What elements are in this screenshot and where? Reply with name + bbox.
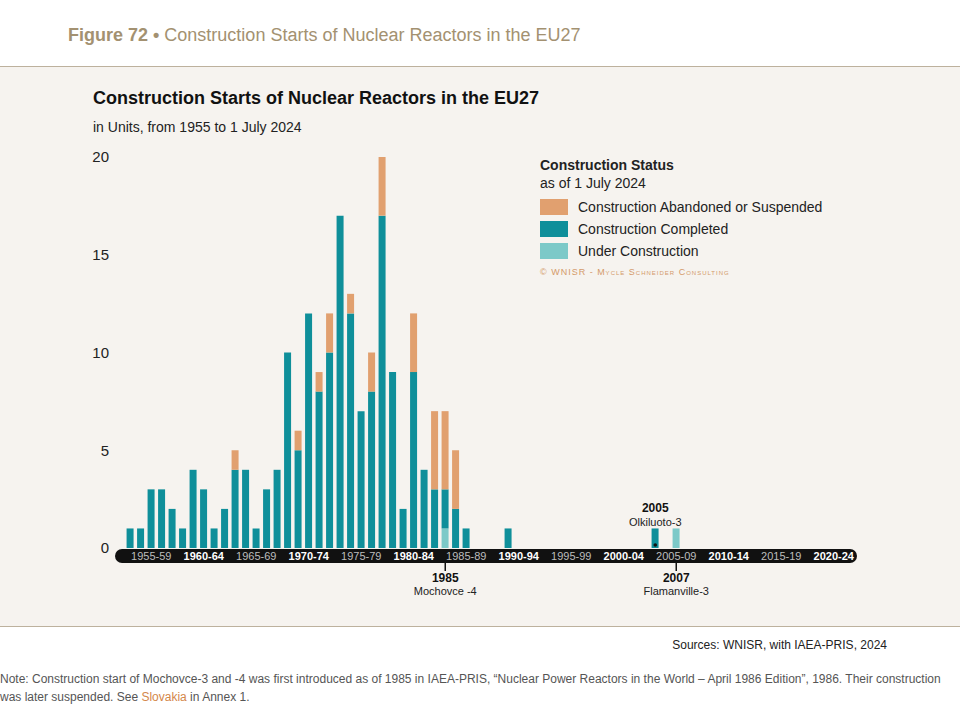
- svg-text:Olkiluoto-3: Olkiluoto-3: [629, 516, 682, 528]
- html-text:Construction Status: Construction Status: [540, 157, 674, 173]
- svg-text:2020-24: 2020-24: [814, 550, 855, 562]
- svg-text:1975-79: 1975-79: [341, 550, 381, 562]
- svg-text:10: 10: [92, 344, 109, 361]
- svg-text:Mochovce -4: Mochovce -4: [414, 585, 477, 597]
- svg-text:1970-74: 1970-74: [289, 550, 330, 562]
- svg-text:0: 0: [101, 539, 109, 556]
- html-text:© WNISR - Mycle Schneider Cons: © WNISR - Mycle Schneider Consulting: [540, 267, 730, 277]
- svg-text:5: 5: [101, 442, 109, 459]
- svg-text:1985-89: 1985-89: [446, 550, 486, 562]
- svg-text:1990-94: 1990-94: [499, 550, 540, 562]
- svg-text:1965-69: 1965-69: [236, 550, 276, 562]
- html-text:Construction Completed: Construction Completed: [578, 221, 729, 237]
- html-text:in Units, from 1955 to 1 July: in Units, from 1955 to 1 July 2024: [93, 119, 302, 135]
- html-text:Note: Construction start of Mo: Note: Construction start of Mochovce-3 a…: [0, 672, 941, 704]
- svg-text:1985: 1985: [432, 571, 459, 585]
- svg-text:Flamanville-3: Flamanville-3: [644, 585, 709, 597]
- svg-text:2010-14: 2010-14: [709, 550, 750, 562]
- html-text:Sources: WNISR, with IAEA-PRIS: Sources: WNISR, with IAEA-PRIS, 2024: [672, 638, 887, 652]
- svg-text:2007: 2007: [663, 571, 690, 585]
- svg-text:2005: 2005: [642, 501, 669, 515]
- html-text:as of 1 July 2024: as of 1 July 2024: [540, 175, 646, 191]
- svg-text:1960-64: 1960-64: [184, 550, 225, 562]
- svg-text:2000-04: 2000-04: [604, 550, 645, 562]
- svg-text:15: 15: [92, 246, 109, 263]
- svg-text:2015-19: 2015-19: [761, 550, 801, 562]
- html-text:Construction Starts of Nuclear: Construction Starts of Nuclear Reactors …: [93, 88, 540, 108]
- svg-text:1955-59: 1955-59: [131, 550, 171, 562]
- svg-text:1980-84: 1980-84: [394, 550, 435, 562]
- svg-text:20: 20: [92, 148, 109, 165]
- svg-text:1995-99: 1995-99: [551, 550, 591, 562]
- html-text:Under Construction: Under Construction: [578, 243, 699, 259]
- html-text:Construction Abandoned or Susp: Construction Abandoned or Suspended: [578, 199, 823, 215]
- html-text:Figure 72 • Construction Start: Figure 72 • Construction Starts of Nucle…: [68, 25, 581, 45]
- svg-text:2005-09: 2005-09: [656, 550, 696, 562]
